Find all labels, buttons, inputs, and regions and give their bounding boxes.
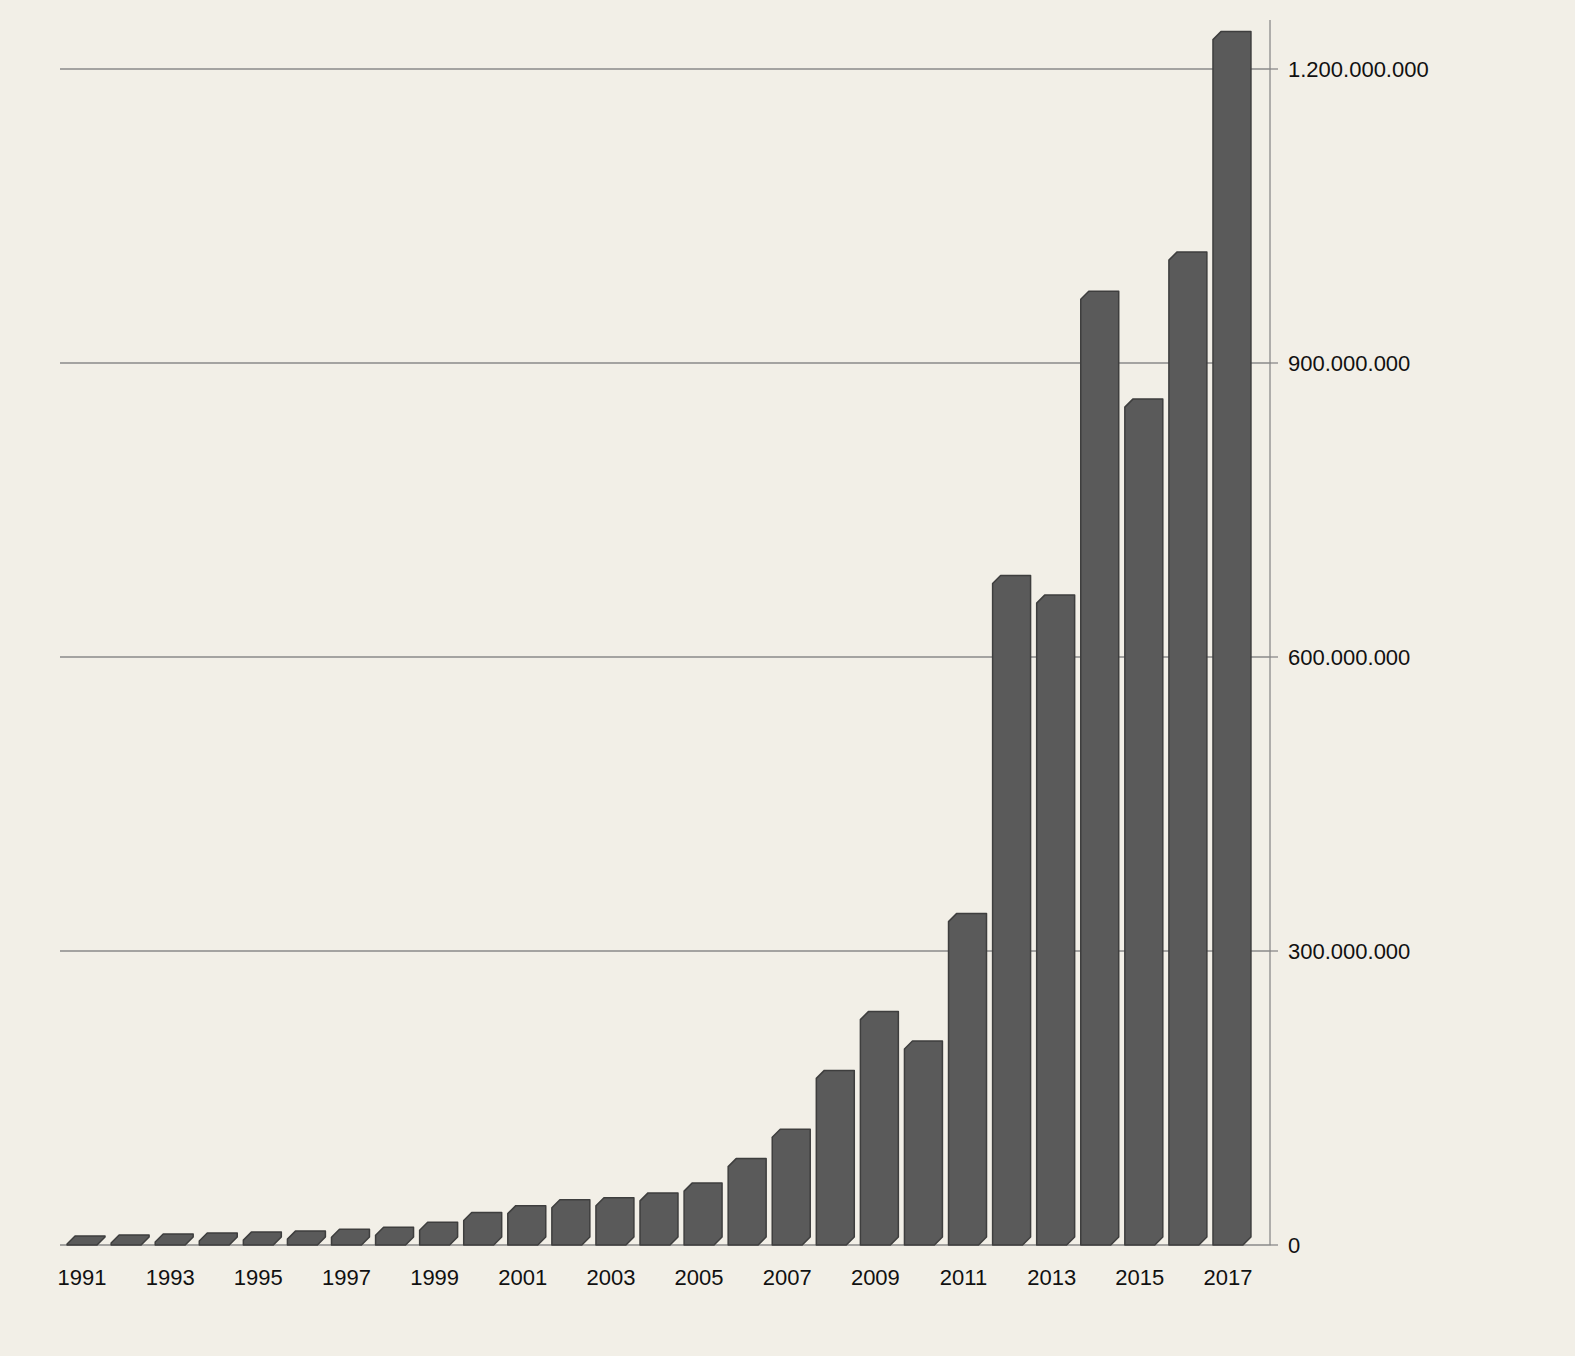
bar xyxy=(728,1159,766,1245)
category-label: 2017 xyxy=(1203,1265,1252,1290)
grid-line xyxy=(60,68,1270,69)
bars xyxy=(67,32,1251,1245)
bar xyxy=(1213,32,1251,1245)
bar xyxy=(816,1070,854,1245)
category-label: 1997 xyxy=(322,1265,371,1290)
bar xyxy=(331,1229,369,1245)
bar xyxy=(111,1235,149,1245)
bar xyxy=(420,1222,458,1245)
category-label: 1995 xyxy=(234,1265,283,1290)
bar xyxy=(376,1227,414,1245)
tick xyxy=(1270,950,1278,951)
x-labels: 1991 1993 1995 1997 1999 2001 2003 2005 2007 2009… xyxy=(58,1265,1253,1290)
bar xyxy=(243,1232,281,1245)
category-label: 2007 xyxy=(763,1265,812,1290)
category-label: 1993 xyxy=(146,1265,195,1290)
bar xyxy=(860,1012,898,1245)
tick-label: 600.000.000 xyxy=(1288,645,1410,670)
bar xyxy=(464,1213,502,1246)
bar xyxy=(904,1041,942,1245)
category-label: 2011 xyxy=(940,1265,987,1290)
bar xyxy=(552,1200,590,1245)
bar xyxy=(67,1236,105,1245)
bar xyxy=(1081,291,1119,1245)
category-label: 2001 xyxy=(498,1265,547,1290)
bar xyxy=(508,1206,546,1245)
tick xyxy=(1270,68,1278,69)
bar xyxy=(772,1129,810,1245)
background xyxy=(0,0,1575,1356)
tick-label: 900.000.000 xyxy=(1288,351,1410,376)
tick-label: 1.200.000.000 xyxy=(1288,57,1429,82)
tick xyxy=(1270,656,1278,657)
tick xyxy=(1270,1244,1278,1245)
category-label: 2009 xyxy=(851,1265,900,1290)
category-label: 1999 xyxy=(410,1265,459,1290)
tick-label: 0 xyxy=(1288,1233,1300,1258)
bar xyxy=(1169,252,1207,1245)
category-label: 2015 xyxy=(1115,1265,1164,1290)
tick xyxy=(1270,362,1278,363)
y-axis xyxy=(1269,20,1270,1245)
bar xyxy=(949,914,987,1245)
chart: 0 300.000.000 600.000.000 900.000.000 1.200.… xyxy=(0,0,1575,1356)
bar xyxy=(993,576,1031,1246)
bar xyxy=(287,1231,325,1245)
tick-label: 300.000.000 xyxy=(1288,939,1410,964)
bar xyxy=(640,1193,678,1245)
bar xyxy=(155,1234,193,1245)
bar xyxy=(1125,399,1163,1245)
category-label: 2013 xyxy=(1027,1265,1076,1290)
category-label: 2003 xyxy=(586,1265,635,1290)
chart-root: 0 300.000.000 600.000.000 900.000.000 1.200.… xyxy=(0,0,1575,1356)
category-label: 2005 xyxy=(675,1265,724,1290)
bar xyxy=(684,1183,722,1245)
bar xyxy=(199,1233,237,1245)
bar xyxy=(1037,595,1075,1245)
bar xyxy=(596,1198,634,1245)
category-label: 1991 xyxy=(58,1265,107,1290)
